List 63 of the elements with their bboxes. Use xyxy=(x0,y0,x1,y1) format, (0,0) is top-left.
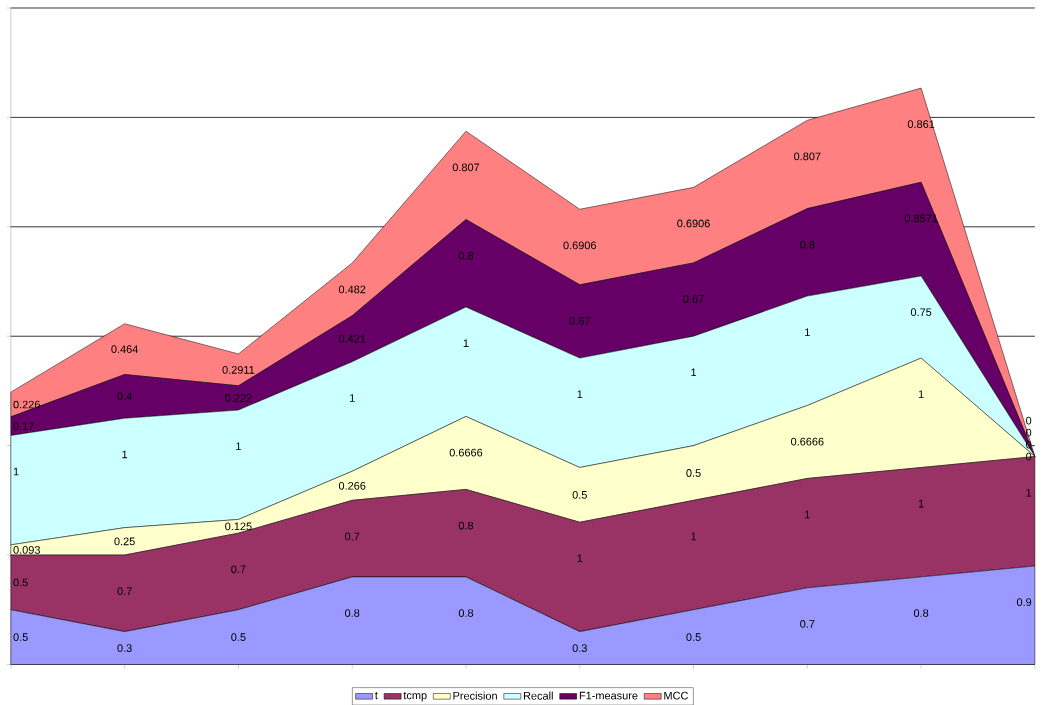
data-label: 0.3 xyxy=(117,643,132,652)
data-label: 0.8 xyxy=(345,608,360,617)
data-label: 0.6906 xyxy=(677,219,710,228)
legend-label: tcmp xyxy=(403,691,427,702)
data-label: 0.266 xyxy=(338,481,366,490)
data-label: 0.7 xyxy=(117,587,132,595)
data-label: 1 xyxy=(463,339,469,347)
data-label: 1 xyxy=(349,393,355,402)
legend-label: F1-measure xyxy=(579,691,638,700)
data-label: 0.5 xyxy=(572,490,587,499)
data-label: 0.4 xyxy=(117,392,132,401)
data-label: 0.421 xyxy=(338,334,366,343)
data-label: 0.807 xyxy=(794,152,821,161)
data-label: 0 xyxy=(1026,416,1032,425)
data-label: 0.67 xyxy=(683,294,704,303)
data-label: 0.226 xyxy=(13,400,40,409)
data-label: 0.9 xyxy=(1016,598,1032,606)
data-label: 0.8 xyxy=(913,608,929,617)
legend-label: MCC xyxy=(664,691,688,700)
data-label: 1 xyxy=(122,450,128,458)
data-label: 1 xyxy=(918,499,924,508)
data-label: 0.3 xyxy=(572,643,587,652)
data-label: 0.2911 xyxy=(222,365,255,374)
data-label: 0.482 xyxy=(338,285,366,294)
data-label: 0.6666 xyxy=(791,437,824,446)
data-label: 0.8 xyxy=(458,251,474,260)
data-label: 0.6666 xyxy=(449,448,483,457)
legend-label: t xyxy=(375,691,378,699)
data-label: 0 xyxy=(1026,440,1032,449)
data-label: 0.25 xyxy=(114,537,135,546)
data-label: 0.8 xyxy=(458,521,474,530)
data-label: 0.5 xyxy=(686,468,701,477)
data-label: 1 xyxy=(805,510,810,519)
data-label: 0.5 xyxy=(686,633,701,641)
data-label: 0.6906 xyxy=(563,241,597,250)
data-label: 0.7 xyxy=(345,532,360,541)
data-label: 1 xyxy=(918,390,924,398)
data-label: 0.464 xyxy=(111,345,138,353)
data-label: 1 xyxy=(805,328,810,336)
data-label: 1 xyxy=(1026,488,1032,497)
data-label: 0.17 xyxy=(13,422,34,430)
data-label: 0.8 xyxy=(458,608,474,617)
data-label: 0.5 xyxy=(13,633,28,641)
data-label: 1 xyxy=(691,368,697,376)
data-label: 0.8 xyxy=(800,240,815,249)
data-label: 0.125 xyxy=(225,522,252,530)
data-label: 0.5 xyxy=(231,633,246,641)
legend-label: Precision xyxy=(453,691,497,700)
data-label: 0.093 xyxy=(13,545,40,554)
data-label: 1 xyxy=(577,390,583,398)
legend-label: Recall xyxy=(523,691,553,700)
data-label: 1 xyxy=(691,532,697,541)
data-label: 0.222 xyxy=(225,393,252,402)
data-label: 0.861 xyxy=(907,120,935,128)
data-label: 1 xyxy=(577,554,583,562)
data-label: 0.75 xyxy=(910,308,932,316)
data-label: 1 xyxy=(236,442,241,450)
data-label: 1 xyxy=(13,467,19,476)
data-label: 0.807 xyxy=(452,163,480,172)
data-label: 0.67 xyxy=(569,316,590,325)
data-label: 0.7 xyxy=(800,619,815,628)
data-label: 0.7 xyxy=(231,565,246,573)
data-label: 0.5 xyxy=(13,578,28,587)
